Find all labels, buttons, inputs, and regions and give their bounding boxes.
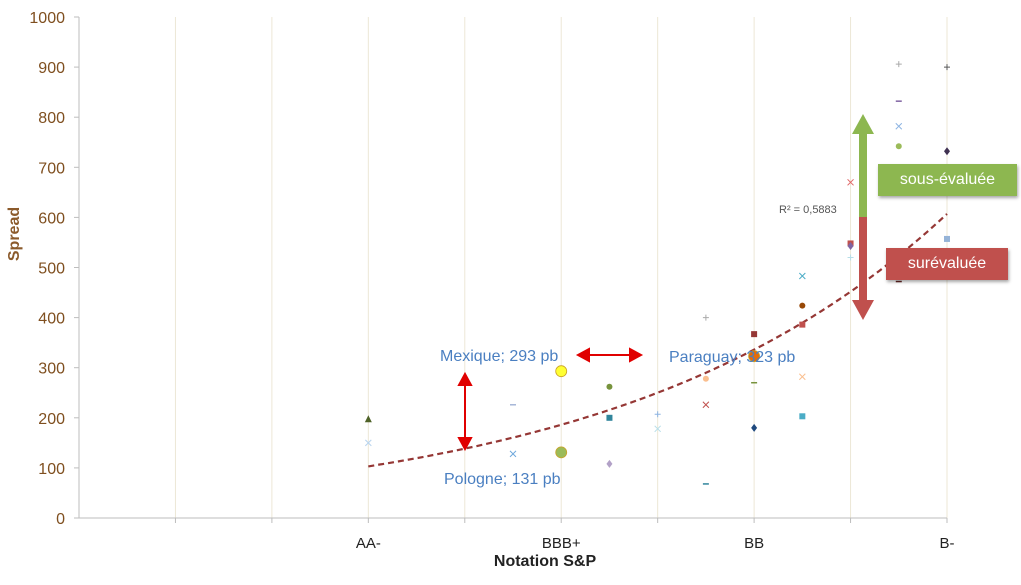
data-point	[555, 446, 568, 459]
y-tick-label: 300	[38, 361, 65, 378]
data-point	[702, 375, 709, 382]
x-tick-label: BB	[744, 535, 764, 552]
y-tick-label: 800	[38, 110, 65, 127]
grid-lines	[174, 17, 948, 518]
data-point	[895, 143, 902, 150]
data-point	[654, 425, 662, 433]
double-arrow-vertical	[457, 371, 473, 452]
data-point	[702, 401, 710, 409]
data-point	[895, 61, 902, 68]
y-tick-label: 1000	[29, 10, 65, 27]
data-point	[799, 302, 806, 309]
annotation-pologne: Pologne; 131 pb	[444, 471, 561, 488]
y-tick-label: 0	[56, 511, 65, 528]
x-tick-label: AA-	[356, 535, 381, 552]
data-point	[944, 235, 950, 242]
data-point	[847, 254, 854, 261]
data-point	[944, 64, 950, 71]
x-tick-label: BBB+	[542, 535, 581, 552]
data-point	[509, 450, 517, 458]
data-point	[799, 413, 806, 420]
annotation-paraguay: Paraguay; 323 pb	[669, 349, 795, 366]
data-point	[555, 365, 568, 378]
y-tick-label: 600	[38, 210, 65, 227]
data-point	[751, 423, 758, 432]
r2-label: R² = 0,5883	[779, 204, 837, 216]
data-point	[364, 415, 372, 423]
data-point	[606, 414, 613, 421]
axes	[74, 16, 948, 523]
data-point	[702, 314, 709, 321]
sous-evaluee-label: sous-évaluée	[878, 164, 1017, 196]
data-point	[944, 147, 950, 156]
data-point	[751, 331, 758, 338]
y-tick-labels: 0 100 200 300 400 500 600 700 800 900 1000	[29, 10, 65, 528]
valuation-arrow	[852, 114, 874, 320]
data-point	[364, 439, 372, 447]
x-axis-title: Notation S&P	[494, 553, 597, 570]
x-tick-labels: AA- BBB+ BB B-	[356, 535, 955, 552]
surevaluee-label: surévaluée	[886, 248, 1008, 280]
data-point	[748, 350, 761, 363]
data-point	[847, 178, 854, 186]
data-point	[799, 321, 806, 328]
y-tick-label: 500	[38, 261, 65, 278]
y-axis-title: Spread	[6, 207, 23, 261]
double-arrow-horizontal	[575, 347, 644, 363]
data-point	[606, 383, 613, 390]
y-tick-label: 700	[38, 160, 65, 177]
y-tick-label: 100	[38, 461, 65, 478]
data-point	[895, 122, 903, 130]
y-tick-label: 400	[38, 311, 65, 328]
data-point	[606, 459, 613, 468]
annotation-mexique: Mexique; 293 pb	[440, 348, 558, 365]
data-point	[654, 411, 661, 418]
x-tick-label: B-	[940, 535, 955, 552]
y-tick-label: 200	[38, 411, 65, 428]
data-point	[798, 373, 806, 381]
data-point	[798, 272, 806, 280]
data-point	[847, 241, 854, 250]
y-tick-label: 900	[38, 60, 65, 77]
